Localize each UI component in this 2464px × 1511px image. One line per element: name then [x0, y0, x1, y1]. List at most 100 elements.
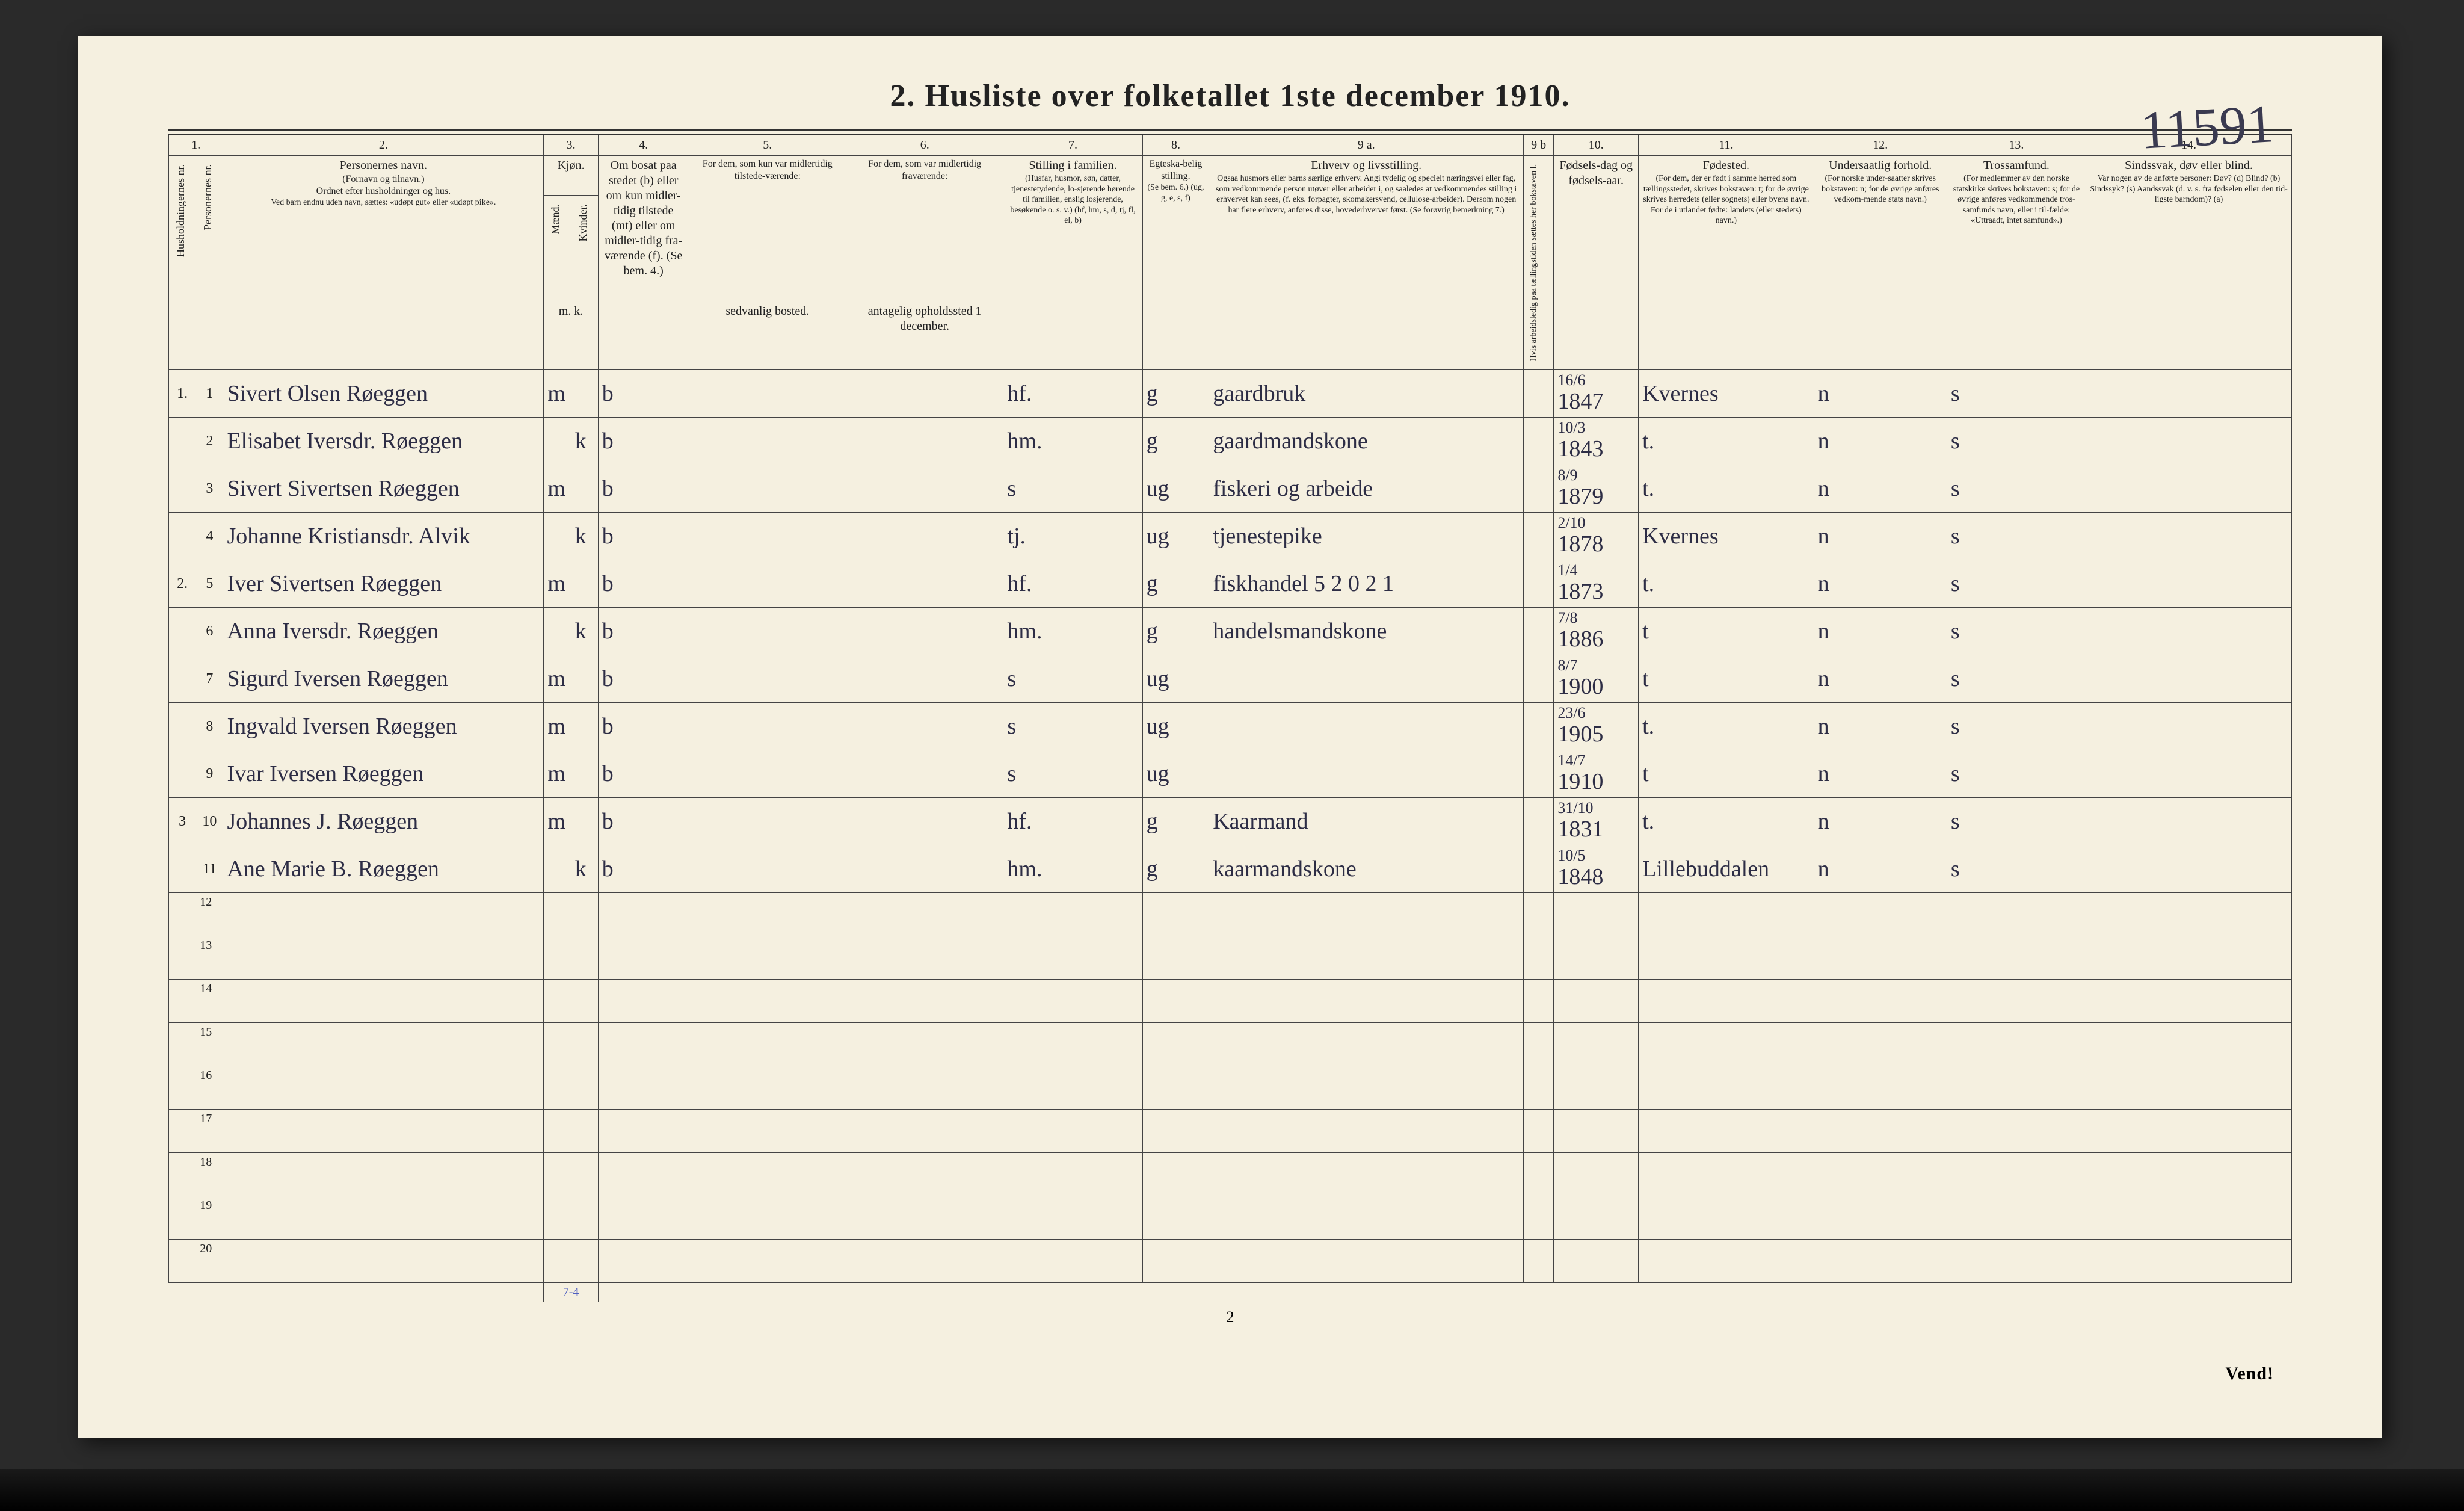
colnum-10: 10. — [1554, 135, 1639, 156]
cell — [1142, 936, 1209, 980]
cell — [2086, 1153, 2292, 1196]
cell: Sigurd Iversen Røeggen — [223, 655, 544, 703]
cell: 14 — [196, 980, 223, 1023]
cell: tj. — [1003, 513, 1142, 560]
cell — [223, 1240, 544, 1283]
cell — [544, 418, 571, 465]
cell — [1003, 1153, 1142, 1196]
cell — [1814, 936, 1947, 980]
cell — [223, 1110, 544, 1153]
table-head: 1. 2. 3. 4. 5. 6. 7. 8. 9 a. 9 b 10. 11.… — [169, 135, 2292, 370]
cell — [544, 936, 571, 980]
cell-dob: 31/101831 — [1554, 798, 1639, 845]
colnum-12: 12. — [1814, 135, 1947, 156]
cell — [1003, 1066, 1142, 1110]
hdr-nationality: Undersaatlig forhold. (For norske under-… — [1814, 156, 1947, 370]
cell — [571, 1196, 598, 1240]
cell: s — [1003, 465, 1142, 513]
cell: fiskeri og arbeide — [1209, 465, 1524, 513]
cell: k — [571, 608, 598, 655]
hdr-occupation-title: Erhverv og livsstilling. — [1213, 158, 1520, 173]
cell — [1554, 980, 1639, 1023]
cell — [689, 513, 846, 560]
cell: s — [1947, 655, 2086, 703]
cell — [846, 1240, 1003, 1283]
census-sheet: 11591 2. Husliste over folketallet 1ste … — [78, 36, 2382, 1438]
table-row-empty: 15 — [169, 1023, 2292, 1066]
cell: Ivar Iversen Røeggen — [223, 750, 544, 798]
hdr-sex-k-label: Kvinder. — [575, 198, 591, 248]
cell — [2086, 798, 2292, 845]
cell — [689, 560, 846, 608]
cell — [598, 1240, 689, 1283]
cell — [1639, 1196, 1814, 1240]
cell — [689, 893, 846, 936]
cell — [2086, 980, 2292, 1023]
cell — [1003, 980, 1142, 1023]
cell: b — [598, 370, 689, 418]
cell — [2086, 936, 2292, 980]
cell — [169, 936, 196, 980]
cell — [571, 370, 598, 418]
cell: n — [1814, 703, 1947, 750]
cell: n — [1814, 513, 1947, 560]
cell: s — [1947, 513, 2086, 560]
hdr-disability-title: Sindssvak, døv eller blind. — [2090, 158, 2288, 173]
sex-tally: 7-4 — [544, 1283, 598, 1302]
cell: n — [1814, 798, 1947, 845]
cell — [1209, 750, 1524, 798]
table-row: 6Anna Iversdr. Røeggenkbhm.ghandelsmands… — [169, 608, 2292, 655]
cell: g — [1142, 845, 1209, 893]
hdr-person-no: Personernes nr. — [196, 156, 223, 370]
table-row: 9Ivar Iversen Røeggenmbsug14/71910tns — [169, 750, 2292, 798]
table-row-empty: 19 — [169, 1196, 2292, 1240]
census-table: 1. 2. 3. 4. 5. 6. 7. 8. 9 a. 9 b 10. 11.… — [168, 135, 2292, 1302]
hdr-names-sub2: Ordnet efter husholdninger og hus. — [227, 185, 540, 197]
cell — [1639, 1240, 1814, 1283]
hdr-religion-sub: (For medlemmer av den norske statskirke … — [1951, 173, 2082, 226]
table-row: 7Sigurd Iversen Røeggenmbsug8/71900tns — [169, 655, 2292, 703]
cell: n — [1814, 560, 1947, 608]
colnum-2: 2. — [223, 135, 544, 156]
cell-dob: 10/51848 — [1554, 845, 1639, 893]
cell — [1142, 1066, 1209, 1110]
cell — [1209, 980, 1524, 1023]
cell — [2086, 418, 2292, 465]
hdr-names: Personernes navn. (Fornavn og tilnavn.) … — [223, 156, 544, 370]
cell — [1524, 1110, 1554, 1153]
cell — [1142, 1023, 1209, 1066]
cell: s — [1003, 750, 1142, 798]
cell — [846, 1066, 1003, 1110]
cell: s — [1003, 655, 1142, 703]
cell: 2. — [169, 560, 196, 608]
cell: b — [598, 703, 689, 750]
cell — [598, 980, 689, 1023]
cell: 12 — [196, 893, 223, 936]
cell: hf. — [1003, 560, 1142, 608]
cell — [2086, 370, 2292, 418]
page-title: 2. Husliste over folketallet 1ste decemb… — [78, 36, 2382, 114]
cell — [1524, 845, 1554, 893]
cell — [1947, 936, 2086, 980]
cell — [1814, 1196, 1947, 1240]
cell — [571, 936, 598, 980]
table-row-empty: 12 — [169, 893, 2292, 936]
cell — [169, 1196, 196, 1240]
cell — [689, 655, 846, 703]
cell — [571, 1240, 598, 1283]
cell — [689, 798, 846, 845]
cell: 1. — [169, 370, 196, 418]
table-row-empty: 20 — [169, 1240, 2292, 1283]
cell: s — [1947, 608, 2086, 655]
hdr-disability-sub: Var nogen av de anførte personer: Døv? (… — [2090, 173, 2288, 205]
cell — [1814, 980, 1947, 1023]
cell — [169, 1110, 196, 1153]
cell — [223, 1066, 544, 1110]
table-row: 3Sivert Sivertsen Røeggenmbsugfiskeri og… — [169, 465, 2292, 513]
cell: m — [544, 370, 571, 418]
hdr-family-pos-sub: (Husfar, husmor, søn, datter, tjenestety… — [1007, 173, 1138, 226]
cell: t — [1639, 750, 1814, 798]
cell — [571, 980, 598, 1023]
cell: s — [1947, 845, 2086, 893]
cell-dob: 10/31843 — [1554, 418, 1639, 465]
